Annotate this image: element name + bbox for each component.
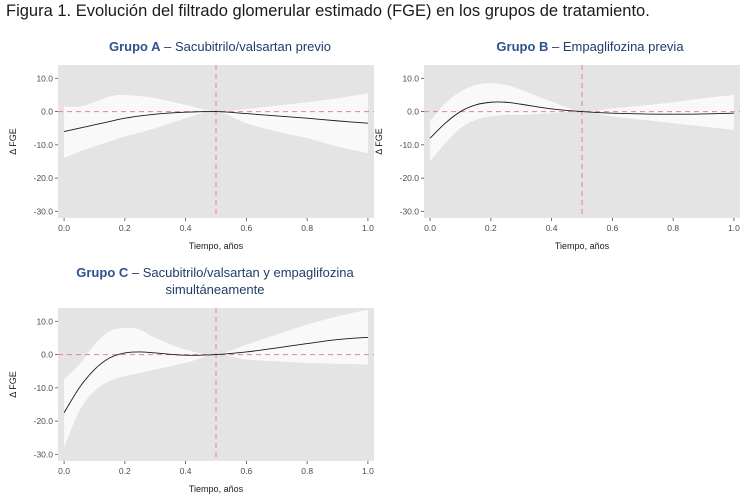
x-tick-label-c: 0.0 bbox=[58, 466, 70, 476]
confidence-band-a bbox=[64, 93, 368, 159]
panel-title-a: Grupo A – Sacubitrilo/valsartan previo bbox=[70, 38, 370, 55]
x-tick-label-b: 1.0 bbox=[728, 223, 740, 233]
x-tick-label-a: 0.4 bbox=[180, 223, 192, 233]
panel-c-title-bold: Grupo C bbox=[76, 265, 129, 280]
confidence-band-b bbox=[430, 83, 734, 162]
x-tick-label-b: 0.0 bbox=[424, 223, 436, 233]
series-line-b bbox=[429, 101, 734, 139]
x-axis-label-c: Tiempo, años bbox=[189, 484, 244, 494]
panel-a-title-rest: – Sacubitrilo/valsartan previo bbox=[160, 39, 332, 54]
x-tick-label-b: 0.4 bbox=[546, 223, 558, 233]
x-tick-label-b: 0.8 bbox=[667, 223, 679, 233]
x-tick-label-b: 0.2 bbox=[485, 223, 497, 233]
x-axis-label-b: Tiempo, años bbox=[555, 241, 610, 251]
y-tick-label-c: 10.0 bbox=[36, 316, 53, 326]
x-tick-label-a: 1.0 bbox=[362, 223, 374, 233]
series-line-c bbox=[63, 336, 368, 414]
x-tick-label-b: 0.6 bbox=[606, 223, 618, 233]
panel-title-c: Grupo C – Sacubitrilo/valsartan y empagl… bbox=[65, 264, 365, 298]
y-tick-label-a: -30.0 bbox=[34, 206, 54, 216]
y-tick-label-a: 10.0 bbox=[36, 73, 53, 83]
x-tick-label-a: 0.8 bbox=[301, 223, 313, 233]
y-tick-label-b: -10.0 bbox=[400, 140, 420, 150]
series-line-a bbox=[63, 111, 368, 132]
y-tick-label-b: -20.0 bbox=[400, 173, 420, 183]
y-tick-label-b: 10.0 bbox=[402, 73, 419, 83]
confidence-band-c bbox=[64, 309, 368, 448]
x-tick-label-a: 0.0 bbox=[58, 223, 70, 233]
y-tick-label-a: -20.0 bbox=[34, 173, 54, 183]
y-axis-label-c: Δ FGE bbox=[8, 371, 18, 398]
x-tick-label-c: 0.4 bbox=[180, 466, 192, 476]
y-tick-label-c: -30.0 bbox=[34, 449, 54, 459]
y-tick-label-a: -10.0 bbox=[34, 140, 54, 150]
y-tick-label-c: -10.0 bbox=[34, 383, 54, 393]
y-tick-label-b: -30.0 bbox=[400, 206, 420, 216]
x-tick-label-c: 1.0 bbox=[362, 466, 374, 476]
x-tick-label-c: 0.6 bbox=[240, 466, 252, 476]
x-tick-label-a: 0.6 bbox=[240, 223, 252, 233]
panel-b-title-bold: Grupo B bbox=[496, 39, 549, 54]
y-axis-label-b: Δ FGE bbox=[374, 128, 384, 155]
x-axis-label-a: Tiempo, años bbox=[189, 241, 244, 251]
y-tick-label-c: 0.0 bbox=[41, 350, 53, 360]
y-tick-label-c: -20.0 bbox=[34, 416, 54, 426]
y-tick-label-b: 0.0 bbox=[407, 107, 419, 117]
panel-b-title-rest: – Empaglifozina previa bbox=[548, 39, 684, 54]
x-tick-label-c: 0.2 bbox=[119, 466, 131, 476]
figure-title: Figura 1. Evolución del filtrado glomeru… bbox=[6, 2, 650, 20]
x-tick-label-a: 0.2 bbox=[119, 223, 131, 233]
y-tick-label-a: 0.0 bbox=[41, 107, 53, 117]
panel-a-title-bold: Grupo A bbox=[108, 39, 161, 54]
panel-title-b: Grupo B – Empaglifozina previa bbox=[440, 38, 740, 55]
y-axis-label-a: Δ FGE bbox=[8, 128, 18, 155]
panel-c-title-rest: – Sacubitrilo/valsartan y empaglifozina … bbox=[128, 265, 354, 297]
x-tick-label-c: 0.8 bbox=[301, 466, 313, 476]
